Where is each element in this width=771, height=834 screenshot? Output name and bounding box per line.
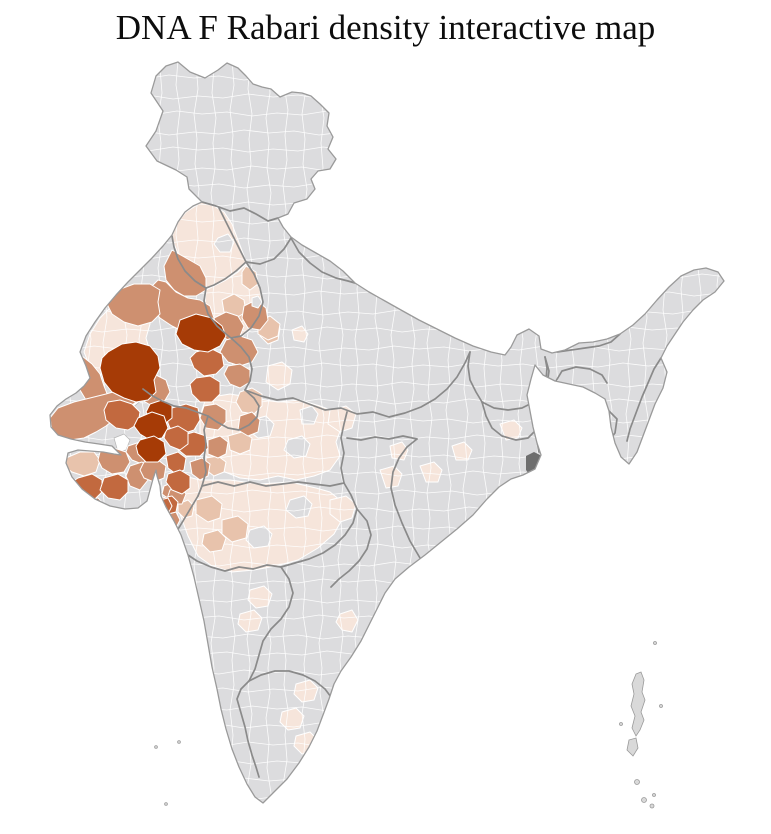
district-border-line — [715, 60, 720, 834]
page: DNA F Rabari density interactive map — [0, 0, 771, 834]
district-border-line — [48, 579, 748, 584]
district-border-line — [52, 759, 752, 764]
district-border-line — [52, 651, 752, 656]
district-border-line — [52, 166, 752, 171]
district-border-line — [44, 238, 744, 243]
district-border-line — [44, 75, 744, 80]
district-border-line — [67, 60, 72, 834]
district-border-line — [607, 60, 612, 834]
district-border-line — [44, 130, 744, 135]
district-border-line — [52, 598, 752, 603]
lakshadweep-dot[interactable] — [165, 803, 168, 806]
island-dot[interactable] — [660, 705, 663, 708]
lakshadweep-dot[interactable] — [155, 746, 158, 749]
district-border-line — [679, 64, 684, 834]
island-dot[interactable] — [620, 723, 623, 726]
district-border-line — [48, 202, 748, 207]
district-border-line — [103, 68, 108, 834]
district-border-line — [571, 64, 576, 834]
district-border-line — [52, 219, 752, 224]
district[interactable] — [208, 436, 228, 458]
district[interactable] — [164, 512, 180, 528]
district-border-line — [698, 68, 703, 834]
district-border-line — [48, 742, 748, 747]
island-dot[interactable] — [650, 804, 654, 808]
district-border-line — [44, 183, 744, 188]
district-border-line — [52, 111, 752, 116]
district-border-line — [50, 68, 55, 834]
andaman-island[interactable] — [631, 672, 645, 736]
district-border-line — [48, 634, 748, 639]
lakshadweep-dot[interactable] — [178, 741, 181, 744]
district-border-line — [44, 615, 744, 620]
island-dot[interactable] — [653, 794, 656, 797]
island-dot[interactable] — [635, 780, 640, 785]
island-dot[interactable] — [642, 798, 647, 803]
island-dot[interactable] — [654, 642, 657, 645]
district-border-line — [52, 706, 752, 711]
district-border-line — [662, 60, 667, 834]
andaman-island[interactable] — [627, 738, 638, 756]
district-border-line — [590, 68, 595, 834]
district-border-line — [86, 64, 91, 834]
india-map[interactable] — [0, 0, 771, 834]
district-border-line — [554, 60, 559, 834]
